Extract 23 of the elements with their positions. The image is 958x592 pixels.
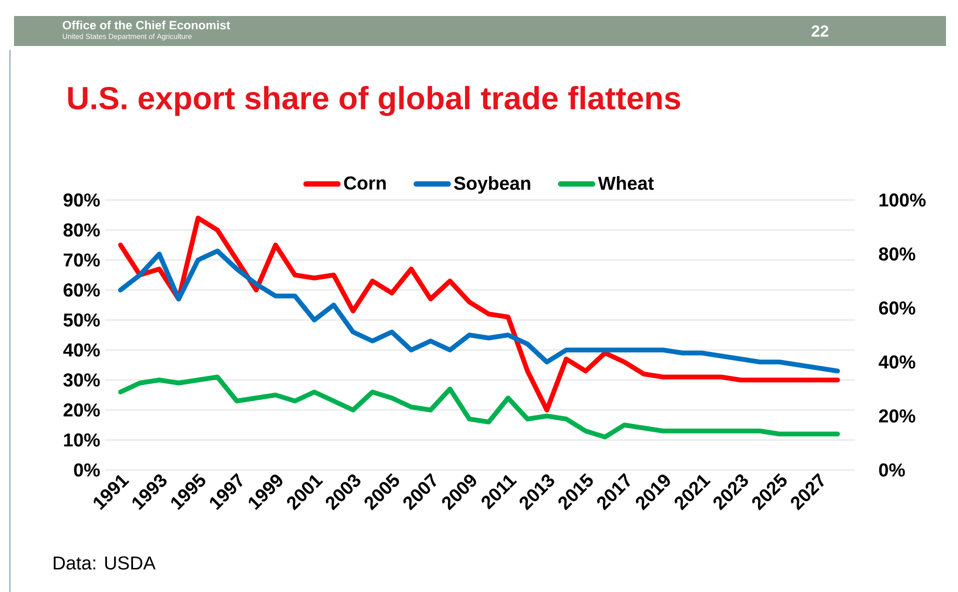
y-tick-label: 50% [64,313,100,327]
chart-title: U.S. export share of global trade flattens [68,86,680,116]
y-tick-label: 80% [64,223,100,237]
legend-label: Soybean [454,176,530,194]
y2-tick-label: 60% [879,301,916,315]
y2-tick-label: 20% [879,409,916,423]
y-tick-label: 0% [74,463,100,477]
legend-label: Corn [344,176,386,190]
y-tick-label: 10% [64,433,100,447]
y2-tick-label: 100% [880,193,926,207]
text: 22 [812,25,828,37]
y2-tick-label: 80% [878,247,916,261]
text: Data: USDA [54,556,156,570]
y-tick-label: 30% [63,373,100,387]
y-tick-label: 70% [64,253,100,267]
legend-label: Wheat [598,176,654,190]
y2-tick-label: 0% [879,463,905,477]
y-tick-label: 20% [64,403,100,417]
y-tick-label: 90% [64,193,100,207]
y-tick-label: 40% [63,343,100,357]
y2-tick-label: 40% [878,355,916,369]
y-tick-label: 60% [64,283,100,297]
text: Office of the Chief Economist [62,20,230,30]
